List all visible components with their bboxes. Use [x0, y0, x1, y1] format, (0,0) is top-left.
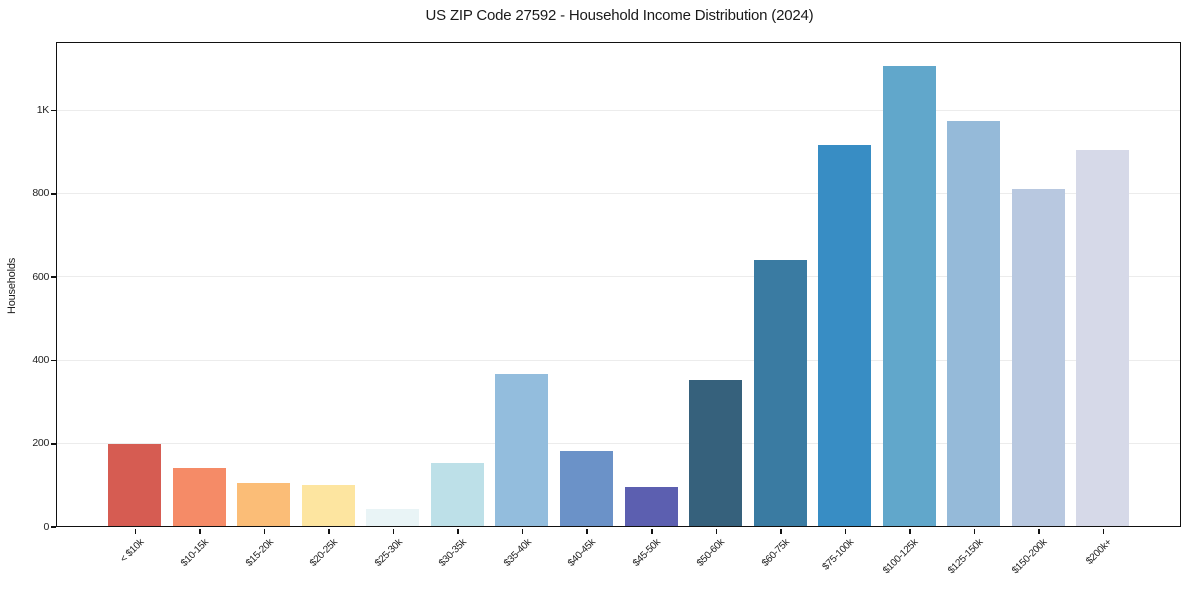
- gridline-600: [57, 276, 1181, 278]
- bar-$50-60k: [689, 379, 743, 527]
- y-axis-title: Households: [5, 257, 18, 314]
- bar-$100-125k: [882, 65, 936, 527]
- bar-$60-75k: [753, 259, 807, 527]
- x-tick-label-$10-15k: $10-15k: [178, 537, 211, 569]
- bar-$20-25k: [301, 485, 355, 527]
- x-tick-mark-$60-75k: [780, 529, 782, 534]
- x-tick-mark-$25-30k: [392, 529, 395, 534]
- x-tick-mark-$125-150k: [973, 529, 976, 534]
- y-tick-mark-600: [51, 276, 56, 278]
- bar-$30-35k: [430, 463, 484, 527]
- x-tick-label-$125-150k: $125-150k: [945, 537, 986, 577]
- x-tick-label-$30-35k: $30-35k: [437, 537, 469, 569]
- y-tick-mark-1K: [51, 109, 56, 112]
- chart-title: US ZIP Code 27592 - Household Income Dis…: [425, 7, 814, 24]
- x-tick-label-$35-40k: $35-40k: [501, 537, 534, 569]
- x-tick-label-$40-45k: $40-45k: [566, 537, 598, 569]
- y-tick-label-1K: 1K: [36, 104, 50, 117]
- gridline-1K: [57, 109, 1181, 111]
- x-tick-label-$45-50k: $45-50k: [630, 537, 663, 569]
- x-tick-mark-$45-50k: [650, 529, 653, 534]
- x-tick-label-$50-60k: $50-60k: [695, 537, 728, 569]
- x-tick-label-$15-20k: $15-20k: [243, 537, 276, 569]
- bar-$75-100k: [818, 144, 872, 527]
- y-tick-label-800: 800: [32, 187, 49, 200]
- x-tick-mark-$200k+: [1102, 529, 1105, 534]
- y-tick-mark-200: [51, 442, 56, 445]
- x-tick-label-$60-75k: $60-75k: [759, 537, 792, 569]
- bar-$25-30k: [366, 509, 420, 527]
- x-tick-label-$20-25k: $20-25k: [308, 537, 340, 569]
- bar-$40-45k: [560, 450, 614, 527]
- x-tick-mark-$35-40k: [521, 529, 524, 534]
- bar-$35-40k: [495, 373, 549, 527]
- x-tick-mark-$20-25k: [328, 529, 330, 534]
- x-tick-label-$100-125k: $100-125k: [881, 537, 921, 577]
- x-tick-mark-$150-200k: [1038, 529, 1040, 534]
- bar-$45-50k: [624, 486, 678, 527]
- y-tick-mark-0: [51, 526, 56, 528]
- x-tick-mark-$40-45k: [586, 529, 589, 534]
- x-tick-mark-$15-20k: [263, 529, 266, 534]
- y-tick-label-0: 0: [43, 520, 49, 533]
- bar-$150-200k: [1011, 189, 1065, 527]
- y-tick-label-600: 600: [32, 270, 49, 283]
- y-tick-mark-800: [51, 193, 56, 195]
- y-tick-label-200: 200: [32, 437, 49, 450]
- x-tick-mark-$75-100k: [844, 529, 847, 534]
- x-tick-label-$200k+: $200k+: [1084, 537, 1115, 567]
- x-tick-label-$150-200k: $150-200k: [1010, 537, 1050, 577]
- x-tick-mark-$30-35k: [457, 529, 459, 534]
- x-tick-mark-$100-125k: [909, 529, 911, 534]
- gridline-400: [57, 359, 1181, 361]
- bar-< $10k: [108, 444, 162, 527]
- x-tick-label-< $10k: < $10k: [118, 537, 147, 565]
- x-tick-label-$25-30k: $25-30k: [372, 537, 405, 569]
- y-tick-mark-400: [51, 359, 56, 362]
- x-tick-mark-< $10k: [134, 529, 137, 534]
- gridline-800: [57, 193, 1181, 195]
- bar-$200k+: [1076, 150, 1130, 527]
- bar-$125-150k: [947, 120, 1001, 527]
- x-tick-mark-$10-15k: [199, 529, 201, 534]
- y-tick-label-400: 400: [32, 353, 49, 366]
- gridline-200: [57, 443, 1181, 445]
- bar-$10-15k: [172, 467, 226, 527]
- plot-area: [56, 42, 1182, 528]
- bar-$15-20k: [237, 482, 291, 527]
- x-tick-mark-$50-60k: [715, 529, 718, 534]
- x-tick-label-$75-100k: $75-100k: [820, 537, 857, 573]
